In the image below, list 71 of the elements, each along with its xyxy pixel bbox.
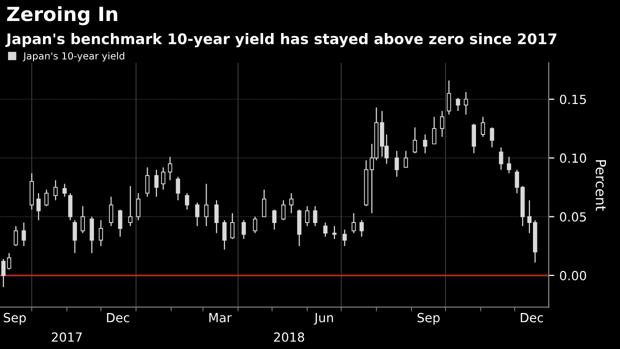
y-tick-label: 0.05	[560, 212, 586, 222]
candlestick	[272, 209, 276, 230]
x-tick-label: Sep	[4, 312, 26, 325]
candlestick	[68, 192, 72, 221]
candlestick	[145, 166, 150, 198]
candlestick	[464, 92, 468, 116]
candlestick	[360, 220, 364, 238]
candlestick	[36, 192, 41, 221]
y-tick-label: 0.00	[560, 270, 586, 280]
candlestick	[440, 110, 444, 138]
y-axis-title: Percent	[596, 160, 606, 211]
candlestick	[252, 216, 258, 234]
candlestick	[404, 150, 408, 168]
candlestick	[490, 126, 494, 148]
legend-label: Japan's 10-year yield	[22, 52, 124, 62]
candlestick	[44, 189, 49, 207]
candlestick	[22, 222, 26, 247]
candlestick	[332, 226, 337, 240]
candlestick	[498, 146, 504, 170]
candlestick	[262, 189, 266, 218]
candlestick	[242, 220, 246, 240]
candlestick	[176, 176, 180, 201]
candlestick	[222, 220, 227, 250]
candlestick	[323, 222, 328, 238]
x-tick-label: Mar	[209, 313, 232, 322]
y-tick-label: 0.15	[560, 94, 586, 104]
candlestick	[432, 116, 436, 144]
candlestick	[446, 80, 452, 116]
candlestick	[98, 220, 104, 247]
candlestick	[423, 134, 428, 154]
candlestick	[204, 183, 208, 227]
candlestick	[80, 206, 85, 234]
candlestick	[128, 186, 132, 227]
candlestick	[506, 156, 512, 174]
x2-tick-label: 2017	[52, 332, 82, 342]
candlestick	[305, 206, 310, 227]
candlestick	[136, 192, 140, 221]
candlestick	[289, 192, 294, 214]
chart-title: Zeroing In	[7, 6, 118, 26]
candlestick	[214, 200, 219, 234]
candlestick	[472, 123, 476, 154]
y-tick-label: 0.10	[560, 153, 586, 163]
candlestick	[480, 116, 486, 138]
candlestick	[184, 192, 190, 210]
candlestick	[14, 226, 18, 247]
candlestick	[154, 169, 159, 198]
candlestick	[161, 166, 166, 190]
candlestick	[90, 216, 94, 254]
chart-subtitle: Japan's benchmark 10-year yield has stayed above zero since 2017	[5, 33, 556, 48]
candlestick	[352, 212, 356, 234]
candlestick	[53, 180, 58, 201]
x2-tick-label: 2018	[274, 332, 304, 342]
candlestick	[118, 209, 122, 238]
x-tick-label: Jun	[314, 313, 333, 325]
candlestick	[62, 183, 67, 198]
candlestick	[30, 172, 34, 210]
candlestick	[230, 212, 235, 240]
candlestick	[281, 200, 286, 221]
candlestick	[168, 156, 172, 181]
candlestick	[456, 98, 460, 112]
candlestick	[72, 220, 77, 254]
candlestick	[297, 209, 302, 247]
candlestick	[108, 196, 114, 227]
candlestick	[342, 229, 347, 247]
candlestick	[394, 150, 399, 178]
x-tick-label: Dec	[107, 313, 130, 322]
candlestick	[195, 202, 200, 227]
candlestick	[313, 206, 318, 227]
x-tick-label: Sep	[418, 312, 440, 325]
candlestick	[412, 126, 418, 154]
x-tick-label: Dec	[520, 313, 544, 322]
